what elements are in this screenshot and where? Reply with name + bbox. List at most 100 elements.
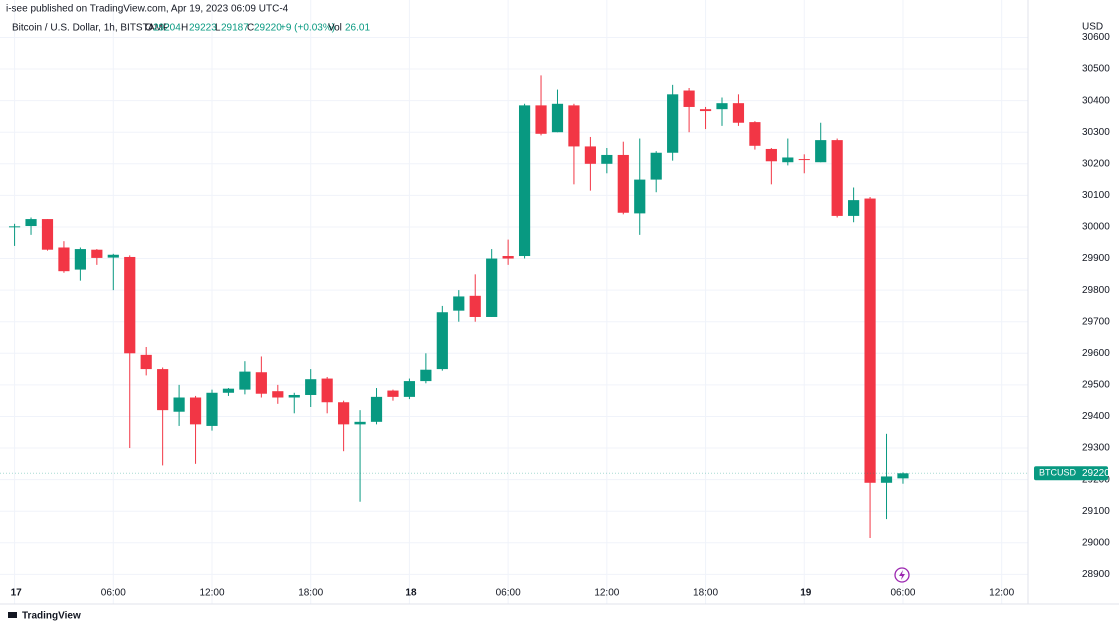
candle-body [272,391,284,398]
candle-body [518,105,531,257]
y-tick-label: 29000 [1082,537,1110,548]
candle-body [354,421,366,425]
candle-body [469,295,481,317]
candle [157,367,169,466]
candle [815,122,827,163]
candle [272,384,284,404]
high-value: 29223 [189,23,217,34]
candle [403,378,416,400]
candle-body [683,90,695,107]
candle-body [288,394,300,398]
open-value: 29204 [153,23,181,34]
candle [617,141,629,215]
candle-body [765,148,777,162]
candle-body [189,397,202,425]
candle-body [239,371,251,390]
candle-body [140,354,152,370]
y-tick-label: 30400 [1082,95,1110,106]
candle-body [848,200,860,216]
candle-body [403,381,416,397]
candle-body [551,103,564,133]
candle-body [601,154,613,164]
candle-body [25,219,37,227]
alert-icon[interactable] [894,567,910,583]
candle [848,187,860,223]
candle [699,106,712,130]
candle [683,88,695,133]
candle-body [798,159,810,161]
candle [91,249,103,265]
candle [518,103,531,259]
candle [601,148,613,174]
y-tick-label: 30000 [1082,222,1110,233]
brand: TradingView [22,611,81,622]
y-tick-label: 28900 [1082,569,1110,580]
candle-body [8,226,21,228]
candle [140,346,152,376]
x-tick-label: 17 [11,588,23,599]
y-tick-label: 29400 [1082,411,1110,422]
candle [387,389,399,401]
high-label: H [181,23,188,34]
candle [469,274,481,322]
candle-body [815,140,827,163]
candle [749,121,761,150]
candle-body [716,103,728,110]
candle-body [305,379,317,395]
candle [535,75,547,136]
alert-bolt[interactable] [899,570,905,580]
candle-body [502,256,514,259]
candle-body [420,369,432,382]
candle [486,249,498,317]
candle [305,369,317,407]
price-tag-value: 29220 [1082,468,1110,479]
candle-body [173,397,185,412]
volume-label: Vol [328,23,342,34]
candle [798,154,810,174]
title: Bitcoin / U.S. Dollar, 1h, BITSTAMP [12,23,170,34]
candle-body [634,179,646,214]
y-tick-label: 29900 [1082,253,1110,264]
candle-body [749,122,761,146]
candle-body [568,105,580,147]
candle [8,223,21,246]
currency: USD [1082,22,1103,33]
candle-body [667,94,679,153]
logo: TradingView [8,611,81,622]
alert-circle[interactable] [894,567,910,583]
x-tick-label: 19 [800,588,812,599]
candle [864,196,876,539]
candle [782,138,794,166]
candle [206,389,218,431]
candle [650,151,662,193]
candle [584,136,596,191]
candle [436,305,448,371]
candle-body [58,247,70,272]
candle [321,376,333,414]
candle [831,138,843,218]
y-tick-label: 29300 [1082,443,1110,454]
y-tick-label: 29800 [1082,285,1110,296]
close-value: 29220 [254,23,282,34]
x-tick-label: 12:00 [199,588,224,599]
candle [25,217,37,235]
candle [716,97,728,126]
publisher: i-see published on TradingView.com, Apr … [6,4,289,15]
candle [41,219,54,251]
x-tick-label: 18:00 [298,588,323,599]
x-tick-label: 18 [405,588,417,599]
close-label: C [247,23,254,34]
x-tick-label: 18:00 [693,588,718,599]
candle [453,290,465,322]
candle-body [584,146,596,164]
candle-body [74,249,86,270]
candle-body [436,312,448,370]
candle-body [222,388,235,393]
candle [634,138,646,235]
x-tick-label: 06:00 [890,588,915,599]
candle-body [206,392,218,426]
candle-body [338,402,350,425]
open-label: O [145,23,153,34]
candle-body [453,296,465,311]
candle [173,384,185,426]
